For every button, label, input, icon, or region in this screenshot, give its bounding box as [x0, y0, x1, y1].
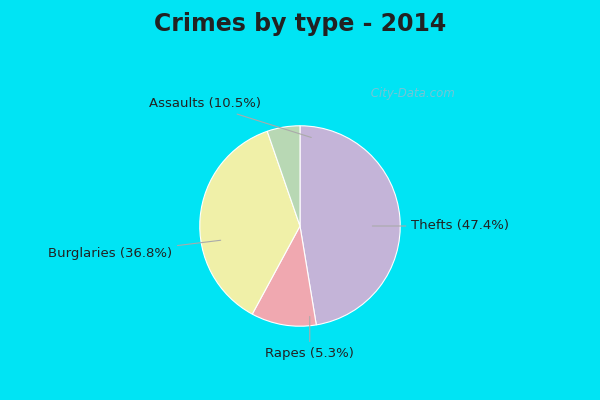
Wedge shape: [200, 131, 300, 314]
Text: Burglaries (36.8%): Burglaries (36.8%): [48, 240, 221, 260]
Text: Crimes by type - 2014: Crimes by type - 2014: [154, 12, 446, 36]
Text: City-Data.com: City-Data.com: [367, 87, 455, 100]
Wedge shape: [267, 126, 300, 226]
Text: Assaults (10.5%): Assaults (10.5%): [149, 98, 311, 138]
Text: Rapes (5.3%): Rapes (5.3%): [265, 316, 354, 360]
Wedge shape: [252, 226, 316, 326]
Text: Thefts (47.4%): Thefts (47.4%): [373, 220, 509, 232]
Wedge shape: [300, 126, 400, 325]
